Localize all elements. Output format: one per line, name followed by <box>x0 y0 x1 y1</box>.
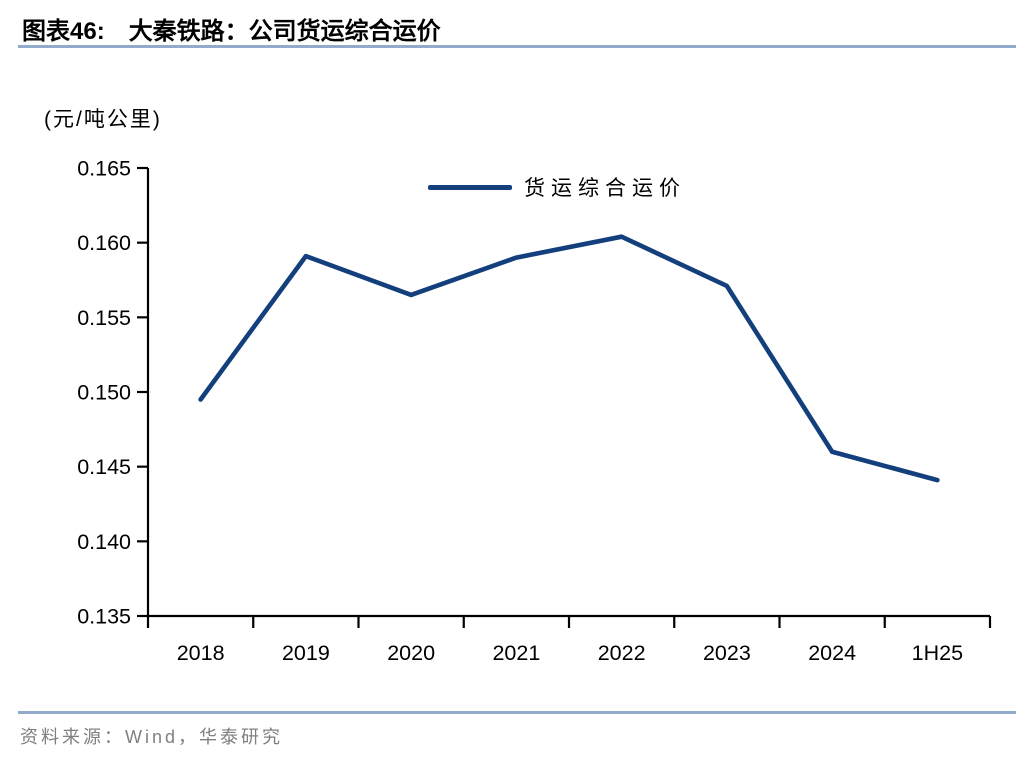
title-underline-divider <box>18 45 1016 48</box>
y-tick-label: 0.165 <box>77 157 131 181</box>
y-tick-label: 0.145 <box>77 455 131 479</box>
x-axis-label: 1H25 <box>912 641 963 665</box>
y-tick-label: 0.135 <box>77 605 131 629</box>
y-tick-label: 0.160 <box>77 231 131 255</box>
y-axis-unit-label: (元/吨公里) <box>44 108 162 131</box>
page-title: 大秦铁路：公司货运综合运价 <box>128 18 441 45</box>
x-axis-label: 2021 <box>492 641 540 665</box>
axis-lines <box>146 168 990 618</box>
figure-title-row: 图表46: 大秦铁路：公司货运综合运价 <box>22 11 441 46</box>
y-tick-label: 0.155 <box>77 306 131 330</box>
source-divider <box>18 711 1016 714</box>
x-axis-label: 2023 <box>703 641 751 665</box>
x-axis-label: 2018 <box>177 641 225 665</box>
data-line-series <box>198 234 940 483</box>
chart-legend: 货运综合运价 <box>428 173 686 201</box>
legend-line-swatch <box>428 184 512 190</box>
x-axis-label: 2024 <box>808 641 856 665</box>
y-tick-label: 0.150 <box>77 381 131 405</box>
x-axis-label: 2022 <box>598 641 646 665</box>
y-tick-label: 0.140 <box>77 530 131 554</box>
x-axis-label: 2019 <box>282 641 330 665</box>
figure-number-label: 图表46: <box>22 18 105 45</box>
x-axis-label: 2020 <box>387 641 435 665</box>
legend-label: 货运综合运价 <box>524 177 686 200</box>
source-note: 资料来源：Wind，华泰研究 <box>20 727 284 747</box>
